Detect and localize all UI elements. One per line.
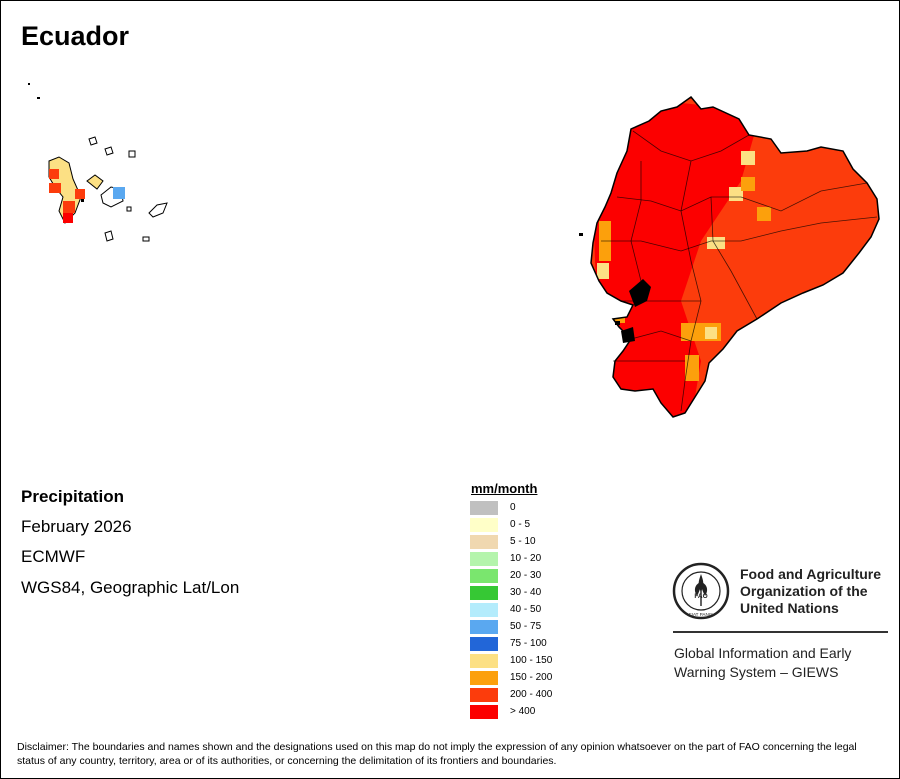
galapagos-islands (28, 83, 168, 242)
giews-name-line: Global Information and Early (674, 645, 852, 661)
legend-swatch (470, 603, 498, 617)
legend-label: 100 - 150 (510, 655, 553, 666)
fao-logo-text: FAO (694, 593, 707, 600)
legend-unit: mm/month (471, 481, 538, 496)
legend-row: 40 - 50 (470, 603, 590, 617)
precipitation-map (28, 83, 880, 418)
giews-name-line: Warning System – GIEWS (674, 664, 839, 680)
legend-row: > 400 (470, 705, 590, 719)
legend-swatch (470, 671, 498, 685)
mainland-precipitation (591, 97, 879, 417)
legend-row: 0 - 5 (470, 518, 590, 532)
legend-label: 0 - 5 (510, 519, 531, 530)
legend-swatch (470, 518, 498, 532)
legend-row: 30 - 40 (470, 586, 590, 600)
legend-label: 20 - 30 (510, 570, 542, 581)
legend-label: 5 - 10 (510, 536, 536, 547)
projection-label: WGS84, Geographic Lat/Lon (21, 578, 240, 597)
model-label: ECMWF (21, 547, 86, 566)
fao-logo-motto: FIAT PANIS (689, 612, 713, 617)
logo-divider (673, 631, 888, 633)
legend-label: 150 - 200 (510, 672, 553, 683)
legend-label: 50 - 75 (510, 621, 542, 632)
coastal-islands (579, 233, 651, 343)
legend-swatch (470, 620, 498, 634)
legend-swatch (470, 705, 498, 719)
legend-row: 75 - 100 (470, 637, 590, 651)
legend-swatch (470, 654, 498, 668)
province-boundaries (601, 130, 878, 412)
legend-swatch (470, 569, 498, 583)
legend-swatch (470, 586, 498, 600)
legend-swatch (470, 535, 498, 549)
legend-label: 75 - 100 (510, 638, 547, 649)
legend-row: 50 - 75 (470, 620, 590, 634)
map-title: Ecuador (21, 21, 130, 51)
disclaimer: Disclaimer: The boundaries and names sho… (17, 741, 857, 767)
legend-label: > 400 (510, 706, 536, 717)
legend-row: 10 - 20 (470, 552, 590, 566)
legend-row: 150 - 200 (470, 671, 590, 685)
legend-label: 0 (510, 502, 516, 513)
legend-label: 30 - 40 (510, 587, 542, 598)
legend-label: 40 - 50 (510, 604, 542, 615)
legend-swatch (470, 552, 498, 566)
legend-label: 200 - 400 (510, 689, 553, 700)
legend-row: 100 - 150 (470, 654, 590, 668)
legend-row: 20 - 30 (470, 569, 590, 583)
fao-name: Food and Agriculture Organization of the… (740, 566, 881, 617)
legend-row: 5 - 10 (470, 535, 590, 549)
legend: mm/month 0 0 - 5 5 - 10 10 - 20 20 - 30 30 - … (470, 481, 600, 719)
variable-label: Precipitation (21, 487, 124, 506)
period-label: February 2026 (21, 517, 132, 536)
legend-label: 10 - 20 (510, 553, 542, 564)
legend-row: 200 - 400 (470, 688, 590, 702)
legend-swatch (470, 637, 498, 651)
mainland-outline (590, 95, 880, 418)
legend-row: 0 (470, 501, 590, 515)
legend-swatch (470, 501, 498, 515)
fao-name-line: Organization of the (740, 583, 868, 599)
fao-name-line: United Nations (740, 600, 839, 616)
legend-swatch (470, 688, 498, 702)
fao-name-line: Food and Agriculture (740, 566, 882, 582)
giews-name: Global Information and Early Warning Sys… (674, 644, 851, 682)
fao-logo-icon: FAO FIAT PANIS (672, 562, 730, 620)
